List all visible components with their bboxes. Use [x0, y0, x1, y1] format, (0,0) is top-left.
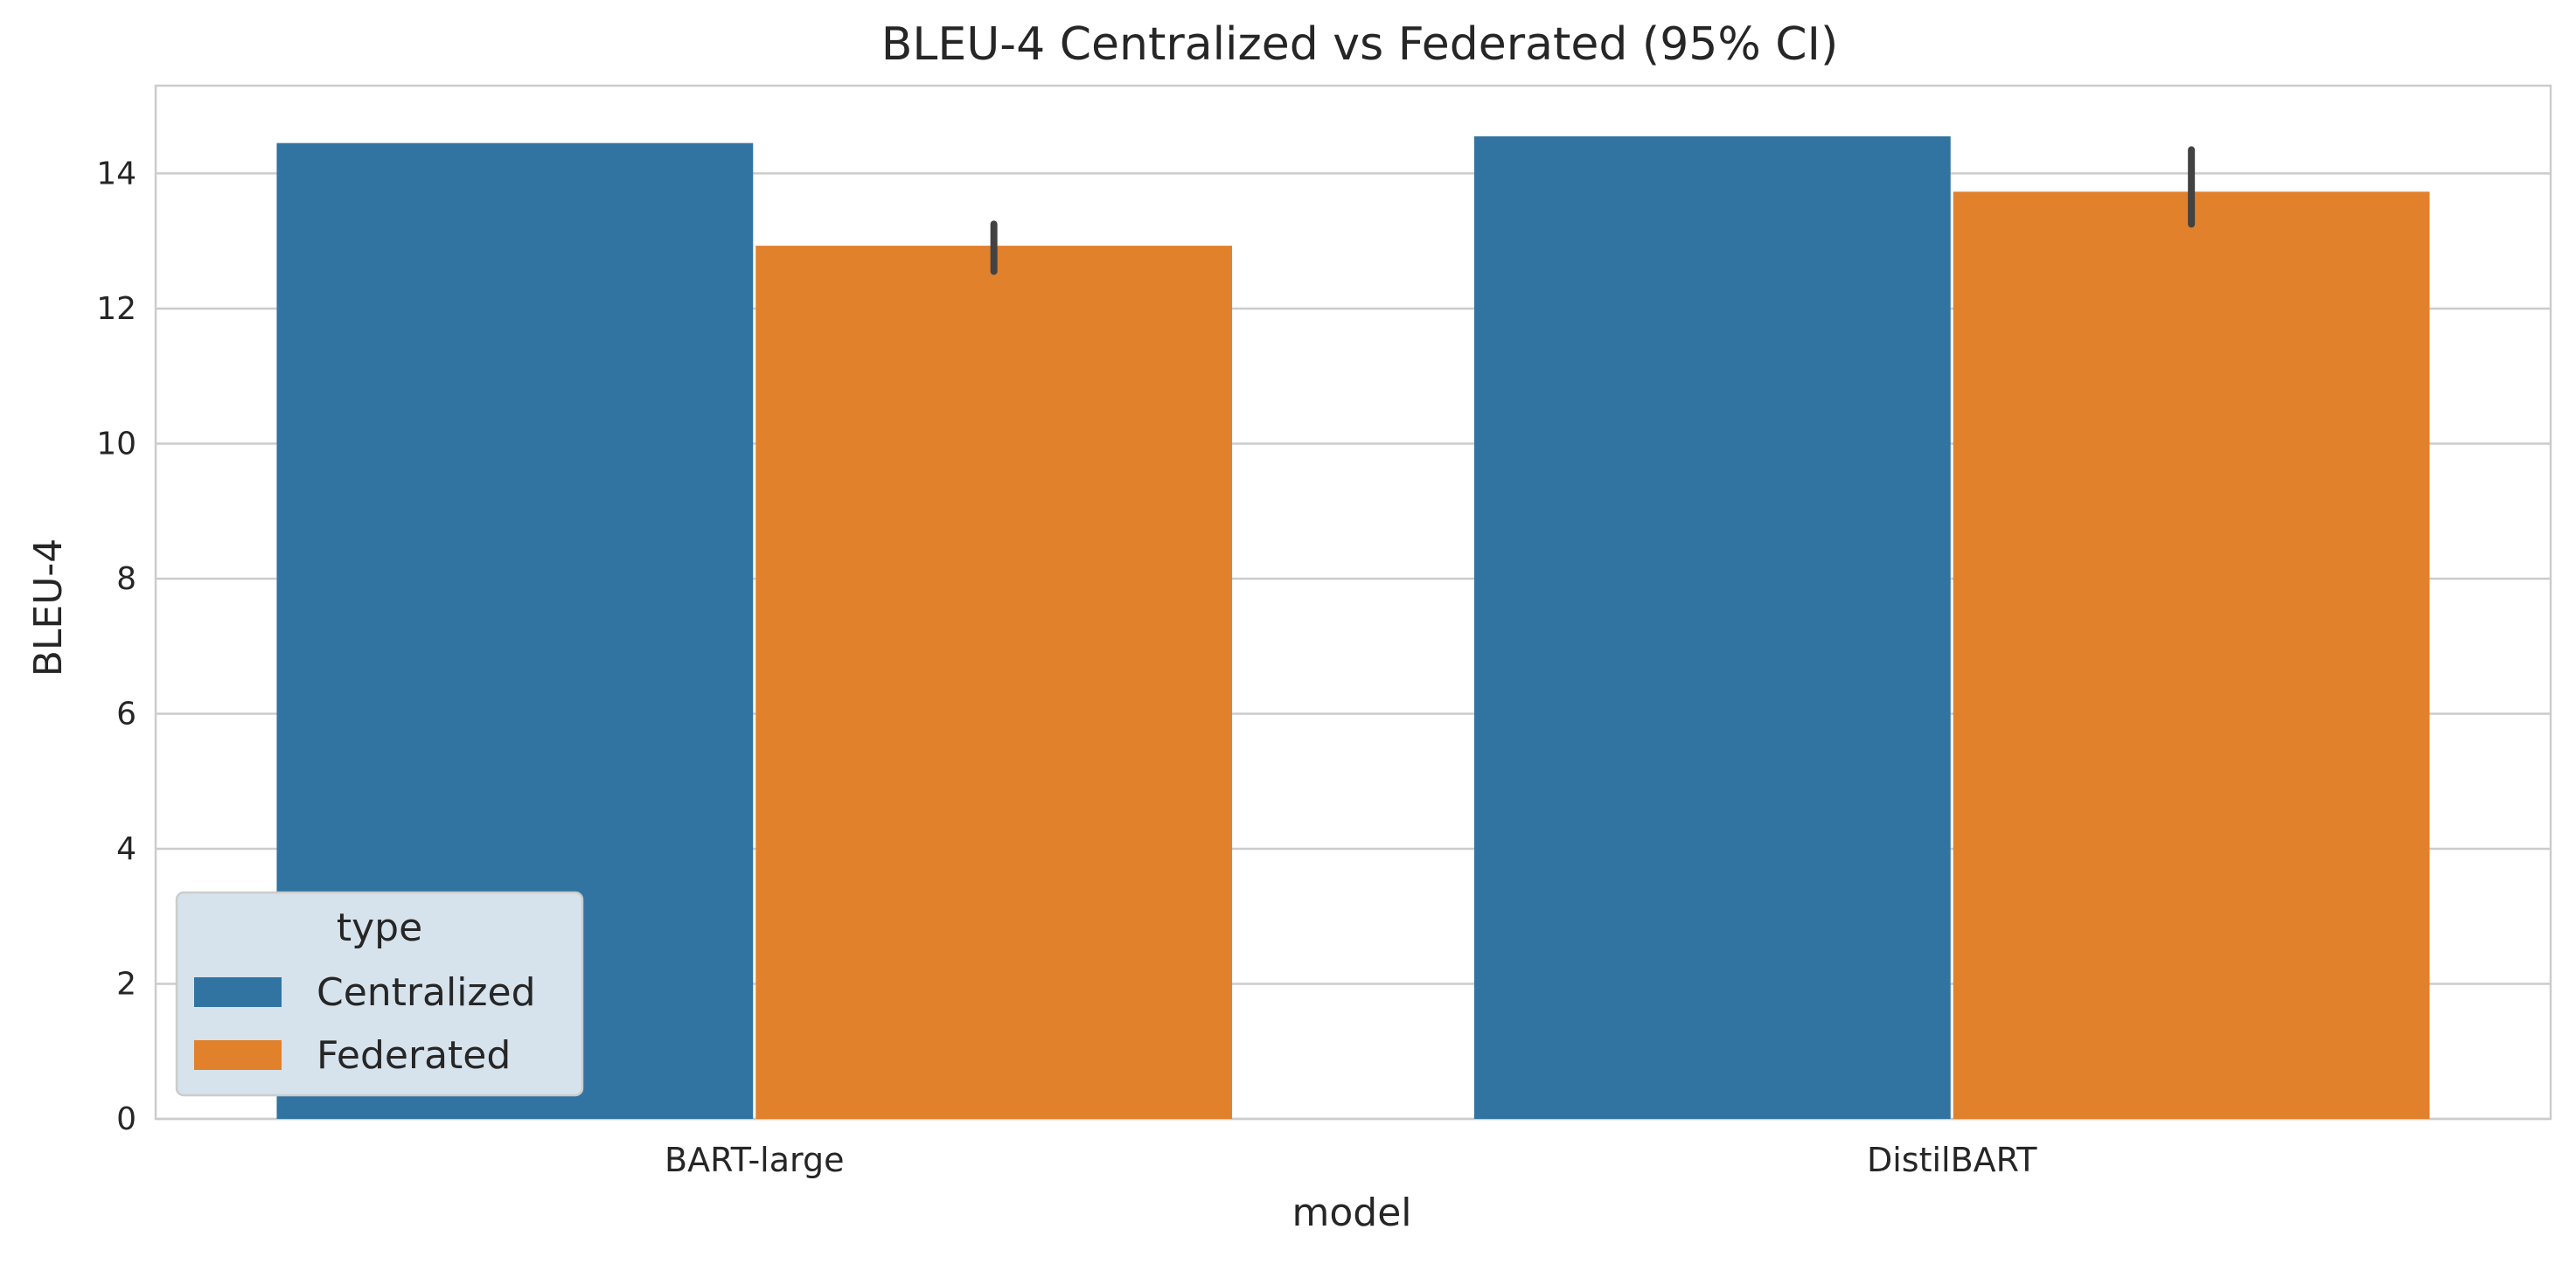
x-tick-label: BART-large [665, 1141, 844, 1179]
y-tick-label: 8 [116, 561, 136, 597]
bar-centralized-distilbart [1473, 135, 1951, 1120]
legend-label-federated: Federated [317, 1033, 511, 1078]
y-axis-label: BLEU-4 [26, 538, 71, 677]
legend: type Centralized Federated [175, 891, 584, 1097]
y-tick-label: 2 [116, 966, 136, 1002]
x-tick-labels: BART-large DistilBART [665, 1141, 2037, 1179]
bar-federated-bart-large [755, 246, 1233, 1119]
bar-federated-distilbart [1953, 191, 2430, 1120]
y-tick-label: 6 [116, 696, 136, 732]
y-tick-label: 4 [116, 831, 136, 867]
bars [276, 135, 2430, 1120]
x-axis-label: model [1291, 1191, 1411, 1235]
x-tick-label: DistilBART [1867, 1141, 2037, 1179]
legend-swatch-federated [194, 1040, 282, 1070]
error-bars [990, 146, 2196, 275]
y-tick-label: 0 [116, 1101, 136, 1137]
plot-area [154, 84, 2552, 1121]
legend-label-centralized: Centralized [317, 970, 536, 1015]
y-tick-label: 10 [96, 426, 136, 462]
y-tick-labels: 0 2 4 6 8 10 12 14 [96, 156, 136, 1137]
y-tick-label: 12 [96, 291, 136, 327]
legend-title: type [337, 906, 422, 950]
y-tick-label: 14 [96, 156, 136, 191]
legend-swatch-centralized [194, 977, 282, 1007]
chart-title: BLEU-4 Centralized vs Federated (95% CI) [881, 18, 1839, 71]
